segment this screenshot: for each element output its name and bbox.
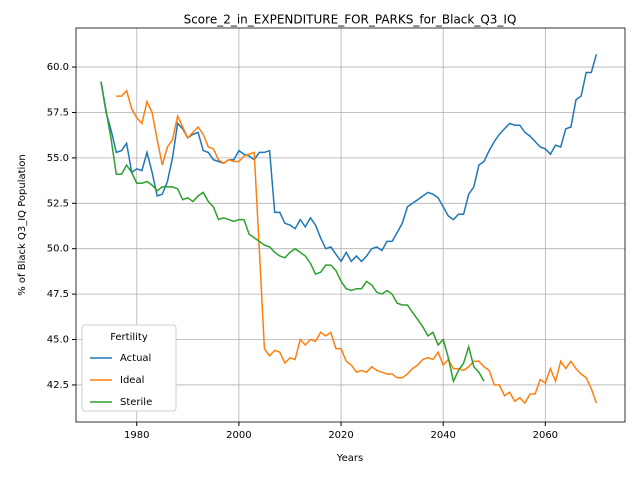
data-line <box>100 81 485 384</box>
x-tick-label: 1980 <box>124 430 149 441</box>
y-tick-label: 47.5 <box>47 289 69 300</box>
y-tick-label: 55.0 <box>47 153 69 164</box>
x-tick-label: 2060 <box>533 430 558 441</box>
x-axis-label: Years <box>336 453 363 464</box>
legend-title: Fertility <box>110 332 148 343</box>
data-line <box>116 89 598 405</box>
y-tick-label: 50.0 <box>47 244 69 255</box>
y-tick-label: 60.0 <box>47 62 69 73</box>
y-axis-label: % of Black Q3_IQ Population <box>17 154 28 296</box>
legend-box <box>81 324 177 412</box>
legend-label: Ideal <box>120 375 144 386</box>
x-tick-label: 2000 <box>226 430 251 441</box>
y-tick-label: 45.0 <box>47 335 69 346</box>
y-tick-label: 42.5 <box>47 380 69 391</box>
legend-label: Actual <box>120 353 151 364</box>
y-tick-label: 52.5 <box>47 198 69 209</box>
x-tick-label: 2020 <box>328 430 353 441</box>
legend-label: Sterile <box>120 397 152 408</box>
plot-frame <box>75 27 626 423</box>
chart-title: Score_2_in_EXPENDITURE_FOR_PARKS_for_Bla… <box>184 13 517 27</box>
x-tick-label: 2040 <box>430 430 455 441</box>
y-tick-label: 57.5 <box>47 107 69 118</box>
